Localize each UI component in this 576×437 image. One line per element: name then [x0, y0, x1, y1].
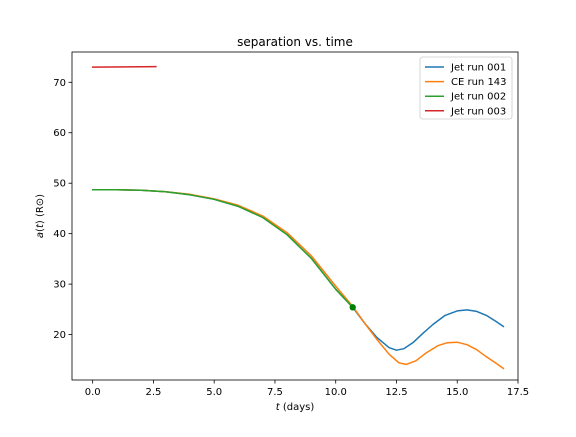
- y-tick-label: 20: [53, 330, 66, 341]
- series-line-1: [91, 189, 505, 351]
- y-tick-label: 60: [53, 128, 66, 139]
- x-tick-label: 2.5: [145, 387, 161, 398]
- y-axis-label-var: a: [35, 232, 46, 238]
- legend-label: CE run 143: [451, 77, 507, 88]
- x-axis-label-var: t: [276, 402, 281, 413]
- y-axis-label-var2: t: [35, 223, 46, 228]
- x-axis-label: t (days): [276, 402, 315, 413]
- chart-title: separation vs. time: [237, 35, 353, 49]
- x-axis-label-unit: (days): [280, 402, 315, 413]
- x-tick-label: 10.0: [325, 387, 347, 398]
- series-line-2: [91, 189, 505, 370]
- marker-point: [349, 304, 356, 311]
- y-tick-label: 50: [53, 179, 66, 190]
- x-tick-label: 15.0: [446, 387, 468, 398]
- legend: Jet run 001 CE run 143 Jet run 002 Jet run …: [419, 56, 513, 120]
- axes-frame: [71, 51, 519, 381]
- plot-area: 0.0 2.5 5.0 7.5 10.0 12.5 15.0 17.5 20 30 40 50 60 70: [53, 51, 529, 398]
- x-tick-label: 5.0: [206, 387, 222, 398]
- y-axis-label-paren: (: [35, 228, 46, 232]
- y-tick-label: 40: [53, 229, 66, 240]
- x-tick-label: 7.5: [267, 387, 283, 398]
- legend-box: [419, 56, 513, 120]
- x-tick-label: 17.5: [507, 387, 529, 398]
- y-tick-label: 70: [53, 78, 66, 89]
- x-tick-label: 12.5: [385, 387, 407, 398]
- legend-label: Jet run 003: [450, 106, 506, 117]
- legend-label: Jet run 002: [450, 92, 506, 103]
- y-axis-label: a(t) (R⊙): [35, 194, 46, 238]
- y-axis-label-unit: ) (R⊙): [35, 194, 46, 224]
- legend-label: Jet run 001: [450, 63, 506, 74]
- x-tick-label: 0.0: [85, 387, 101, 398]
- series-line-4: [91, 65, 157, 68]
- y-tick-label: 30: [53, 280, 66, 291]
- series-line-3: [91, 189, 354, 309]
